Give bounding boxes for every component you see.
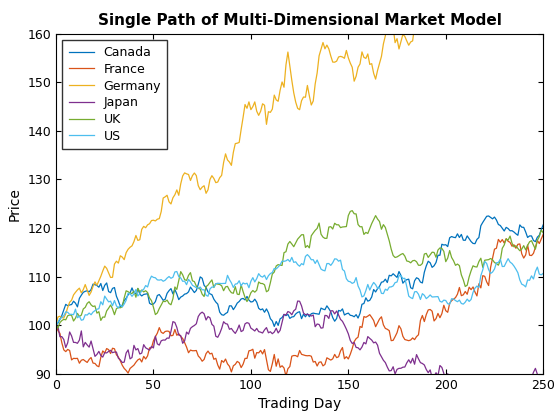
Germany [275, 99, 282, 104]
Germany [347, 60, 353, 66]
Canada [271, 324, 278, 329]
US [421, 293, 428, 298]
UK [386, 238, 393, 243]
France [283, 373, 290, 378]
Y-axis label: Price: Price [8, 187, 22, 220]
France [53, 323, 59, 328]
Canada [53, 323, 59, 328]
Canada [277, 316, 283, 321]
US [304, 252, 311, 257]
Canada [244, 294, 250, 299]
UK [54, 326, 61, 331]
Japan [343, 327, 350, 332]
US [349, 281, 356, 286]
Canada [343, 311, 350, 316]
Canada [349, 313, 356, 318]
US [275, 265, 282, 270]
Japan [275, 331, 282, 336]
France [349, 346, 356, 351]
US [244, 281, 250, 286]
Title: Single Path of Multi-Dimensional Market Model: Single Path of Multi-Dimensional Market … [97, 13, 502, 28]
Line: UK: UK [56, 211, 543, 328]
Canada [540, 222, 547, 227]
UK [423, 251, 430, 256]
Japan [349, 341, 356, 346]
Japan [421, 362, 428, 368]
Line: Germany: Germany [56, 0, 543, 325]
Line: Canada: Canada [56, 216, 543, 326]
Line: US: US [56, 255, 543, 325]
X-axis label: Trading Day: Trading Day [258, 397, 341, 411]
Line: France: France [56, 234, 543, 376]
US [53, 323, 59, 328]
UK [540, 230, 547, 235]
France [343, 354, 350, 359]
France [275, 357, 282, 362]
Canada [421, 270, 428, 275]
Japan [384, 365, 391, 370]
US [540, 271, 547, 276]
UK [343, 224, 350, 229]
Germany [244, 106, 250, 111]
UK [351, 211, 357, 216]
France [384, 327, 391, 332]
Japan [505, 398, 511, 403]
Canada [486, 213, 492, 218]
Germany [382, 33, 389, 38]
Germany [419, 1, 426, 6]
Legend: Canada, France, Germany, Japan, UK, US: Canada, France, Germany, Japan, UK, US [62, 40, 167, 149]
Japan [244, 320, 250, 325]
France [244, 356, 250, 361]
France [421, 319, 428, 324]
UK [246, 295, 253, 300]
US [343, 276, 350, 281]
UK [277, 262, 283, 268]
Canada [384, 280, 391, 285]
Germany [341, 56, 348, 61]
UK [349, 208, 356, 213]
Japan [540, 375, 547, 381]
US [384, 288, 391, 293]
Germany [53, 323, 59, 328]
UK [53, 323, 59, 328]
Japan [295, 299, 301, 304]
Line: Japan: Japan [56, 301, 543, 400]
Japan [53, 323, 59, 328]
France [540, 232, 547, 237]
